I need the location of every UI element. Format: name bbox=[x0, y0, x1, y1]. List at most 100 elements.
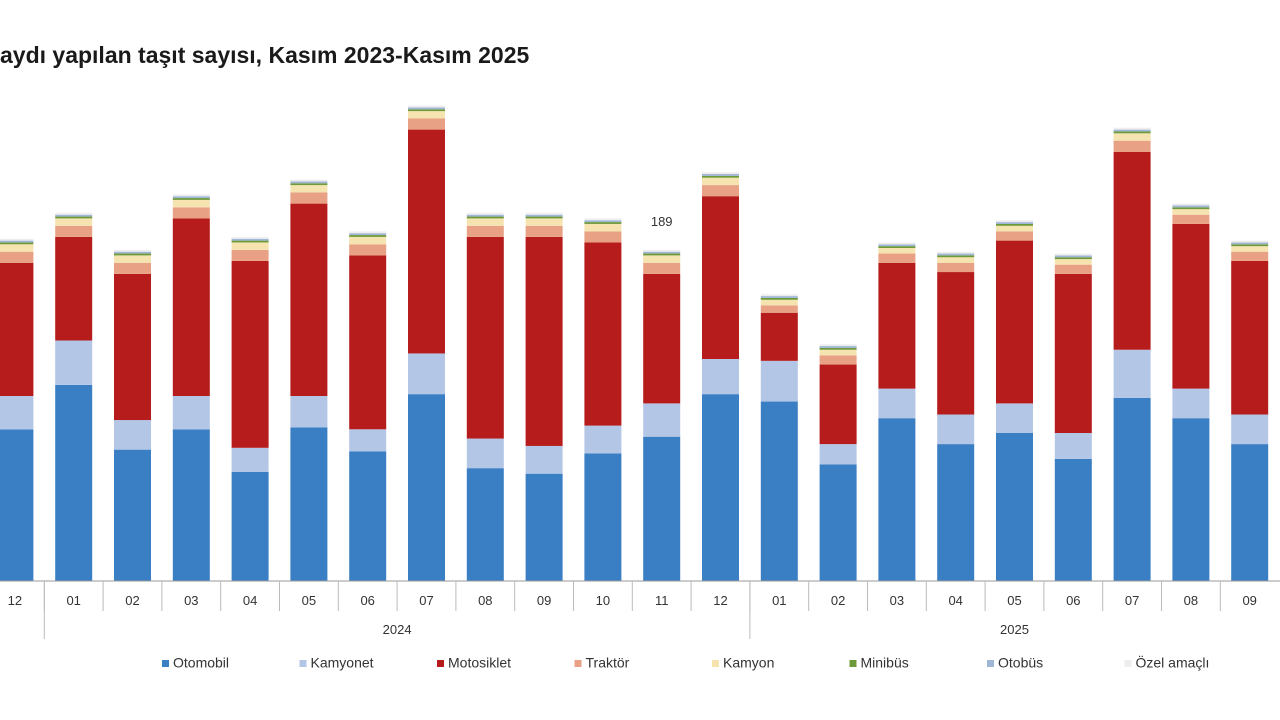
bar-segment-kamyon bbox=[584, 223, 622, 232]
bar-segment-motosiklet bbox=[643, 273, 681, 404]
bar-segment-minibus bbox=[996, 223, 1033, 226]
legend-item-ozel-amacli: Özel amaçlı bbox=[1124, 654, 1209, 671]
bar-segment-kamyonet bbox=[114, 420, 151, 450]
bar-segment-traktor bbox=[408, 118, 445, 130]
bar-segment-minibus bbox=[408, 109, 445, 112]
bar-segment-motosiklet bbox=[290, 203, 328, 396]
bar-segment-kamyonet bbox=[937, 414, 975, 445]
legend-item-kamyonet: Kamyonet bbox=[299, 655, 374, 671]
legend: Otomobil Kamyonet Motosiklet Traktör Kamyon M… bbox=[162, 654, 1209, 671]
bar-segment-otomobil bbox=[55, 384, 93, 581]
x-axis: 12 01 02 03 04 05 06 07 08 09 10 11 12 01 02 03 04 05 06 07… bbox=[0, 580, 1280, 639]
bar-segment-kamyonet bbox=[466, 438, 504, 469]
x-tick-label: 02 bbox=[831, 593, 845, 608]
bar-segment-kamyon bbox=[702, 177, 739, 186]
bar-segment-otobus bbox=[466, 214, 504, 217]
bar-segment-kamyon bbox=[408, 111, 445, 119]
bar-segment-traktor bbox=[584, 231, 622, 243]
bar-segment-ozel-amacli bbox=[702, 172, 739, 174]
legend-item-otomobil: Otomobil bbox=[162, 655, 229, 671]
legend-item-motosiklet: Motosiklet bbox=[437, 655, 511, 671]
bar-segment-kamyon bbox=[1231, 246, 1269, 252]
x-tick-label: 07 bbox=[419, 593, 433, 608]
bar-segment-otobus bbox=[937, 253, 975, 256]
bar-segment-ozel-amacli bbox=[290, 179, 328, 182]
bar-segment-kamyon bbox=[760, 299, 798, 306]
bar-segment-kamyonet bbox=[172, 396, 210, 430]
bar-segment-motosiklet bbox=[760, 312, 798, 361]
bar-segment-motosiklet bbox=[1054, 273, 1092, 433]
bar-segment-motosiklet bbox=[114, 273, 151, 421]
bar-segment-ozel-amacli bbox=[349, 231, 387, 234]
x-tick-label: 08 bbox=[478, 593, 492, 608]
bar-segment-motosiklet bbox=[408, 129, 445, 354]
legend-swatch bbox=[1124, 660, 1132, 667]
x-tick-label: 09 bbox=[537, 593, 551, 608]
bar-segment-otobus bbox=[996, 222, 1033, 224]
bar-segment-kamyonet bbox=[55, 340, 93, 385]
bar-segment-ozel-amacli bbox=[1172, 203, 1210, 206]
x-tick-label: 03 bbox=[890, 593, 904, 608]
x-tick-label: 09 bbox=[1242, 593, 1256, 608]
bar-segment-traktor bbox=[1172, 214, 1210, 224]
bar-segment-minibus bbox=[819, 347, 857, 350]
bar-segment-traktor bbox=[702, 185, 739, 197]
bar-segment-otobus bbox=[702, 174, 739, 176]
bar-segment-ozel-amacli bbox=[937, 251, 975, 254]
bar-segment-traktor bbox=[1231, 251, 1269, 261]
x-tick-label: 04 bbox=[948, 593, 962, 608]
bar-segment-motosiklet bbox=[819, 364, 857, 445]
x-tick-label: 01 bbox=[66, 593, 80, 608]
bar-segment-otobus bbox=[1172, 205, 1210, 208]
bar-segment-minibus bbox=[878, 246, 916, 248]
bar-segment-ozel-amacli bbox=[584, 218, 622, 221]
legend-label: Minibüs bbox=[861, 655, 909, 671]
bar-segment-ozel-amacli bbox=[996, 220, 1033, 223]
legend-label: Traktör bbox=[586, 655, 630, 671]
bar-segment-motosiklet bbox=[702, 196, 739, 359]
x-tick-label: 06 bbox=[360, 593, 374, 608]
bar-segment-otobus bbox=[290, 181, 328, 184]
bar-segment-minibus bbox=[1231, 244, 1269, 247]
bar-segment-otomobil bbox=[760, 401, 798, 581]
bar-segment-ozel-amacli bbox=[760, 294, 798, 297]
x-tick-label: 10 bbox=[596, 593, 610, 608]
bar-segment-ozel-amacli bbox=[878, 242, 916, 245]
bar-segment-minibus bbox=[760, 297, 798, 300]
bar-segment-kamyonet bbox=[349, 429, 387, 452]
bar-segment-ozel-amacli bbox=[1054, 253, 1092, 256]
bar-segment-motosiklet bbox=[878, 262, 916, 389]
bar-segment-traktor bbox=[466, 225, 504, 237]
bar-segment-traktor bbox=[1054, 264, 1092, 274]
bar-segment-kamyonet bbox=[643, 403, 681, 437]
bar-segment-otomobil bbox=[1054, 458, 1092, 581]
bar-segment-otomobil bbox=[172, 429, 210, 581]
bar-segment-traktor bbox=[231, 249, 269, 261]
bar-segment-otobus bbox=[231, 238, 269, 241]
bar-segment-traktor bbox=[819, 355, 857, 365]
bar-segment-kamyon bbox=[55, 218, 93, 226]
bar-segment-minibus bbox=[114, 253, 151, 256]
year-label: 2024 bbox=[383, 622, 412, 637]
bar-segment-kamyon bbox=[878, 248, 916, 254]
bar-segment-minibus bbox=[702, 175, 739, 178]
bar-segment-motosiklet bbox=[231, 260, 269, 448]
legend-item-kamyon: Kamyon bbox=[712, 655, 774, 671]
bar-segment-ozel-amacli bbox=[55, 212, 93, 215]
bar-segment-kamyonet bbox=[1054, 433, 1092, 459]
bar-segment-kamyonet bbox=[408, 353, 445, 395]
bar-segment-kamyonet bbox=[1231, 414, 1269, 445]
bar-segment-ozel-amacli bbox=[408, 105, 445, 108]
legend-swatch bbox=[162, 660, 169, 667]
year-label: 2025 bbox=[1000, 622, 1029, 637]
bar-segment-otobus bbox=[172, 196, 210, 199]
bar-segment-otomobil bbox=[702, 394, 739, 581]
legend-label: Motosiklet bbox=[448, 655, 511, 671]
bar-segment-kamyonet bbox=[702, 359, 739, 395]
bar-segment-otomobil bbox=[1231, 444, 1269, 581]
bar-segment-kamyon bbox=[1113, 133, 1151, 141]
bar-segment-motosiklet bbox=[0, 262, 34, 396]
bar-segment-kamyon bbox=[349, 236, 387, 245]
bar-segment-otobus bbox=[114, 251, 151, 254]
